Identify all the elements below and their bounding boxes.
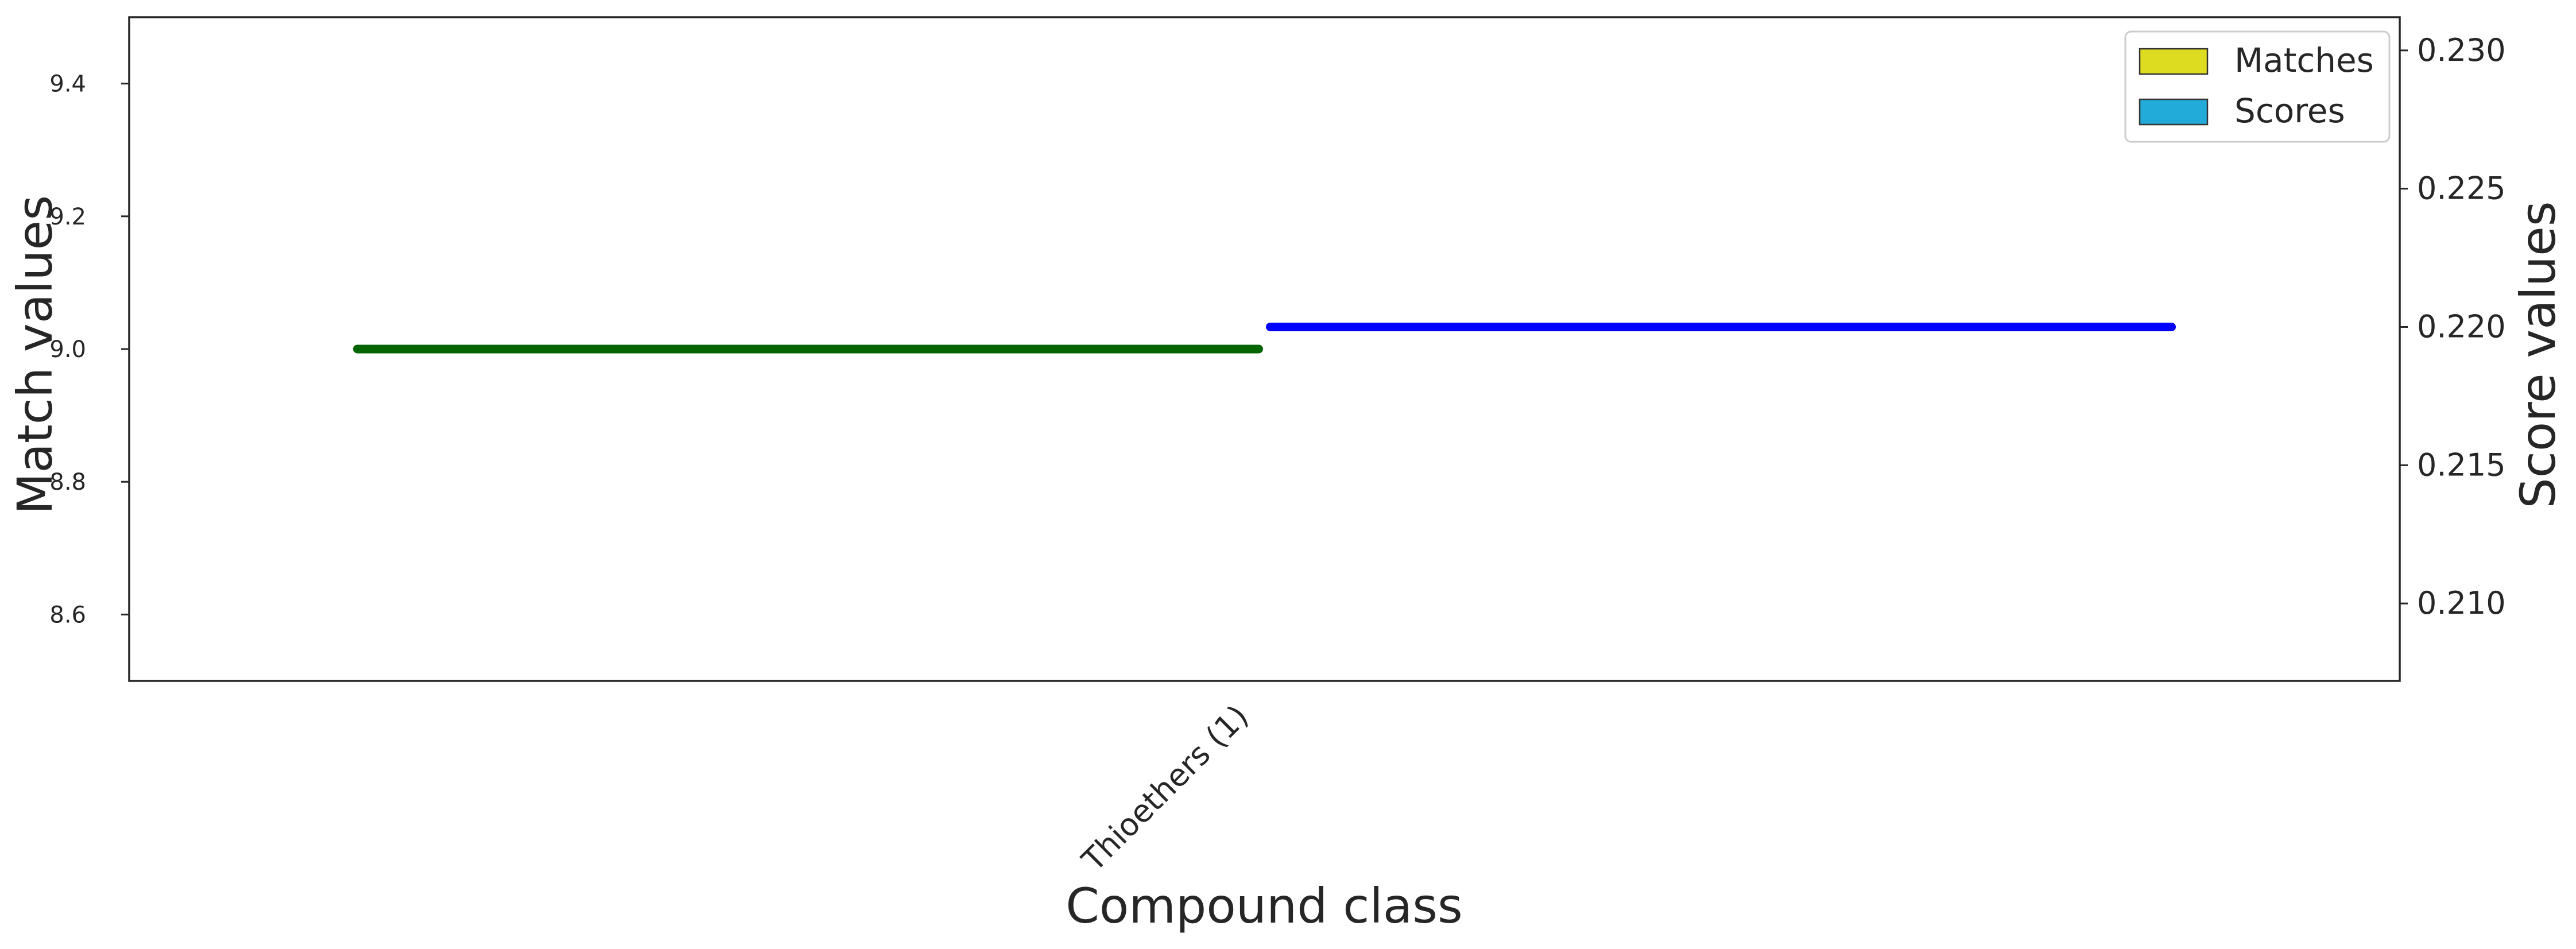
right-tick-label: 0.225	[2417, 171, 2506, 207]
legend-label-scores: Scores	[2234, 91, 2345, 130]
right-tick-label: 0.220	[2417, 308, 2506, 344]
y-axis-label-right: Score values	[2510, 201, 2566, 508]
left-tick-label: 8.6	[49, 602, 86, 628]
legend-label-matches: Matches	[2234, 41, 2374, 80]
legend: Matches Scores	[2124, 30, 2391, 143]
x-axis-label: Compound class	[1066, 878, 1463, 934]
left-tick-label: 9.4	[49, 71, 86, 98]
left-tick-label: 9.0	[49, 336, 86, 363]
legend-swatch-matches	[2139, 48, 2209, 75]
plot-area	[353, 322, 2176, 354]
legend-swatch-scores	[2139, 98, 2209, 126]
left-tick-label: 9.2	[49, 204, 86, 230]
right-tick-label: 0.215	[2417, 447, 2506, 483]
right-tick-label: 0.230	[2417, 32, 2506, 68]
left-tick-label: 8.8	[49, 469, 86, 495]
axes: Thioethers (1)8.68.89.09.29.40.2100.2150…	[7, 16, 2566, 934]
y-axis-label-left: Match values	[7, 195, 63, 514]
right-tick-label: 0.210	[2417, 585, 2506, 621]
